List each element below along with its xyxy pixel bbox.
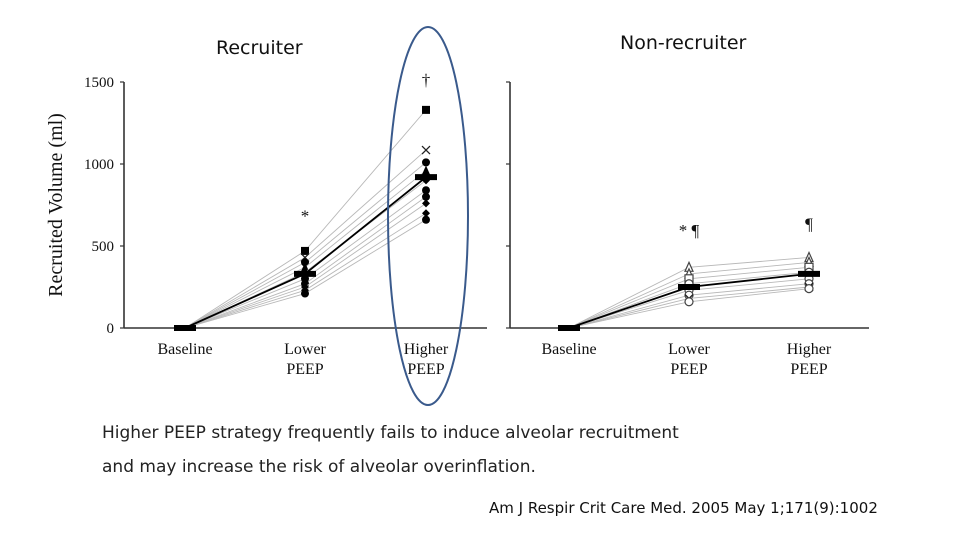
recruiter-point-circle [422, 192, 430, 201]
recruiter-point-circle [301, 289, 309, 298]
recruiter-annotation: † [422, 70, 431, 89]
recruiter-point-triangle [301, 262, 309, 272]
recruiter-series-line [184, 162, 427, 329]
recruiter-point-circle [422, 186, 430, 195]
recruiter-series-line [184, 149, 427, 329]
recruiter-point-square [422, 105, 430, 114]
nonrecruiter-x-tick-label: PEEP [670, 361, 707, 378]
recruiter-series-markers [301, 215, 430, 298]
recruiter-x-tick-label: Baseline [157, 341, 212, 358]
recruiter-point-diamond [422, 199, 430, 208]
recruiter-annotation: * [301, 206, 310, 225]
recruiter-mean-marker [294, 270, 316, 277]
caption-line-1: Higher PEEP strategy frequently fails to… [102, 423, 679, 443]
nonrecruiter-series-markers [684, 284, 814, 307]
recruiter-mean-marker [415, 174, 437, 181]
nonrecruiter-x-tick-label: Higher [787, 341, 832, 358]
recruiter-point-circle [422, 215, 430, 224]
caption-line-2: and may increase the risk of alveolar ov… [102, 457, 536, 477]
recruiter-y-tick-label: 0 [107, 321, 115, 337]
nonrecruiter-mean-marker [798, 270, 820, 277]
nonrecruiter-x-tick-label: Lower [668, 341, 710, 358]
recruiter-y-tick-label: 1500 [84, 75, 114, 91]
recruiter-mean-marker [174, 325, 196, 331]
nonrecruiter-x-tick-label: PEEP [790, 361, 827, 378]
recruiter-point-x [421, 145, 431, 155]
recruiter-point-circle [422, 158, 430, 167]
recruiter-x-tick-label: PEEP [407, 361, 444, 378]
recruiter-x-tick-label: Lower [284, 341, 326, 358]
nonrecruiter-annotation: ¶ [805, 215, 813, 234]
recruiter-y-tick-label: 500 [92, 239, 115, 255]
recruiter-point-square [301, 246, 309, 255]
nonrecruiter-annotation: * ¶ [679, 221, 700, 240]
recruiter-x-tick-label: Higher [404, 341, 449, 358]
nonrecruiter-mean-marker [678, 284, 700, 290]
recruited-volume-chart: 0 500 1000 1500 Recruited Volume (ml) Baselin… [45, 26, 869, 406]
recruiter-x-tick-label: PEEP [286, 361, 323, 378]
nonrecruiter-mean-marker [558, 325, 580, 331]
recruiter-point-diamond [422, 209, 430, 218]
nonrecruiter-point-circle-open [804, 284, 814, 294]
right-panel-title: Non-recruiter [620, 32, 747, 54]
left-panel-title: Recruiter [216, 37, 303, 59]
recruiter-y-tick-label: 1000 [84, 157, 114, 173]
higher-peep-highlight-ellipse [387, 26, 469, 406]
recruiter-series-markers [301, 105, 430, 255]
citation: Am J Respir Crit Care Med. 2005 May 1;17… [489, 499, 878, 517]
recruiter-point-triangle [422, 165, 430, 175]
recruiter-series-markers [301, 165, 430, 272]
nonrecruiter-point-circle-open [684, 297, 694, 307]
nonrecruiter-x-tick-label: Baseline [541, 341, 596, 358]
recruiter-y-axis-label: Recruited Volume (ml) [45, 113, 67, 297]
